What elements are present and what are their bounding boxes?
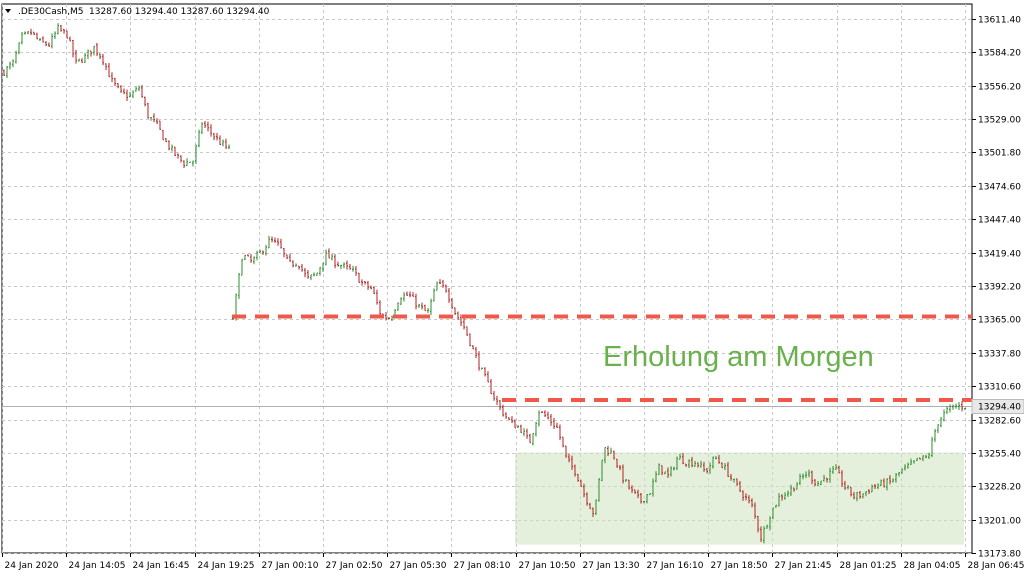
y-tick-label: 13201.00 <box>978 517 1021 527</box>
x-tick-label: 27 Jan 16:10 <box>647 561 704 571</box>
y-tick-label: 13310.60 <box>978 383 1021 393</box>
y-tick-label: 13584.20 <box>978 49 1021 59</box>
x-tick-label: 27 Jan 02:50 <box>326 561 383 571</box>
y-tick-label: 13282.60 <box>978 417 1021 427</box>
x-tick-label: 27 Jan 05:30 <box>390 561 447 571</box>
y-tick-label: 13173.80 <box>978 550 1021 560</box>
current-price-marker <box>971 399 1024 414</box>
x-tick-label: 24 Jan 14:05 <box>69 561 126 571</box>
x-tick-label: 24 Jan 16:45 <box>133 561 190 571</box>
chart-frame <box>1 3 973 554</box>
x-tick-label: 27 Jan 21:45 <box>775 561 832 571</box>
x-axis: 24 Jan 2020 24 Jan 14:05 24 Jan 16:45 24 Ja… <box>2 553 1024 571</box>
y-tick-label: 13501.80 <box>978 149 1021 159</box>
y-tick-label: 13447.40 <box>978 216 1021 226</box>
x-tick-label: 28 Jan 01:25 <box>840 561 897 571</box>
x-tick-label: 24 Jan 2020 <box>5 561 59 571</box>
level-lines <box>232 314 972 402</box>
y-axis: 13611.40 13584.20 13556.20 13529.00 13501.80… <box>971 16 1024 560</box>
y-tick-label: 13392.20 <box>978 283 1021 293</box>
chart-header: .DE30Cash,M5 13287.60 13294.40 13287.60 … <box>5 7 270 17</box>
annotation-text: Erholung am Morgen <box>603 341 874 373</box>
y-tick-label: 13611.40 <box>978 16 1021 26</box>
ohlc-values: 13287.60 13294.40 13287.60 13294.40 <box>89 7 270 17</box>
current-price-label: 13294.40 <box>978 403 1021 413</box>
consolidation-zone <box>515 452 964 545</box>
x-tick-label: 28 Jan 04:05 <box>904 561 961 571</box>
y-tick-label: 13228.20 <box>978 483 1021 493</box>
x-tick-label: 27 Jan 08:10 <box>454 561 511 571</box>
x-tick-label: 27 Jan 00:10 <box>262 561 319 571</box>
y-tick-label: 13474.60 <box>978 183 1021 193</box>
y-tick-label: 13419.40 <box>978 250 1021 260</box>
candles <box>3 23 966 544</box>
x-tick-label: 28 Jan 06:45 <box>968 561 1024 571</box>
y-tick-label: 13255.40 <box>978 450 1021 460</box>
zone-rect <box>515 452 964 545</box>
symbol-label: .DE30Cash,M5 <box>18 7 83 17</box>
y-tick-label: 13529.00 <box>978 116 1021 126</box>
dropdown-arrow-icon[interactable] <box>5 9 11 13</box>
y-tick-label: 13337.80 <box>978 350 1021 360</box>
x-tick-label: 27 Jan 13:30 <box>583 561 640 571</box>
x-tick-label: 24 Jan 19:25 <box>198 561 255 571</box>
y-tick-label: 13365.00 <box>978 316 1021 326</box>
x-tick-label: 27 Jan 10:50 <box>519 561 576 571</box>
x-tick-label: 27 Jan 18:50 <box>711 561 768 571</box>
y-tick-label: 13556.20 <box>978 83 1021 93</box>
